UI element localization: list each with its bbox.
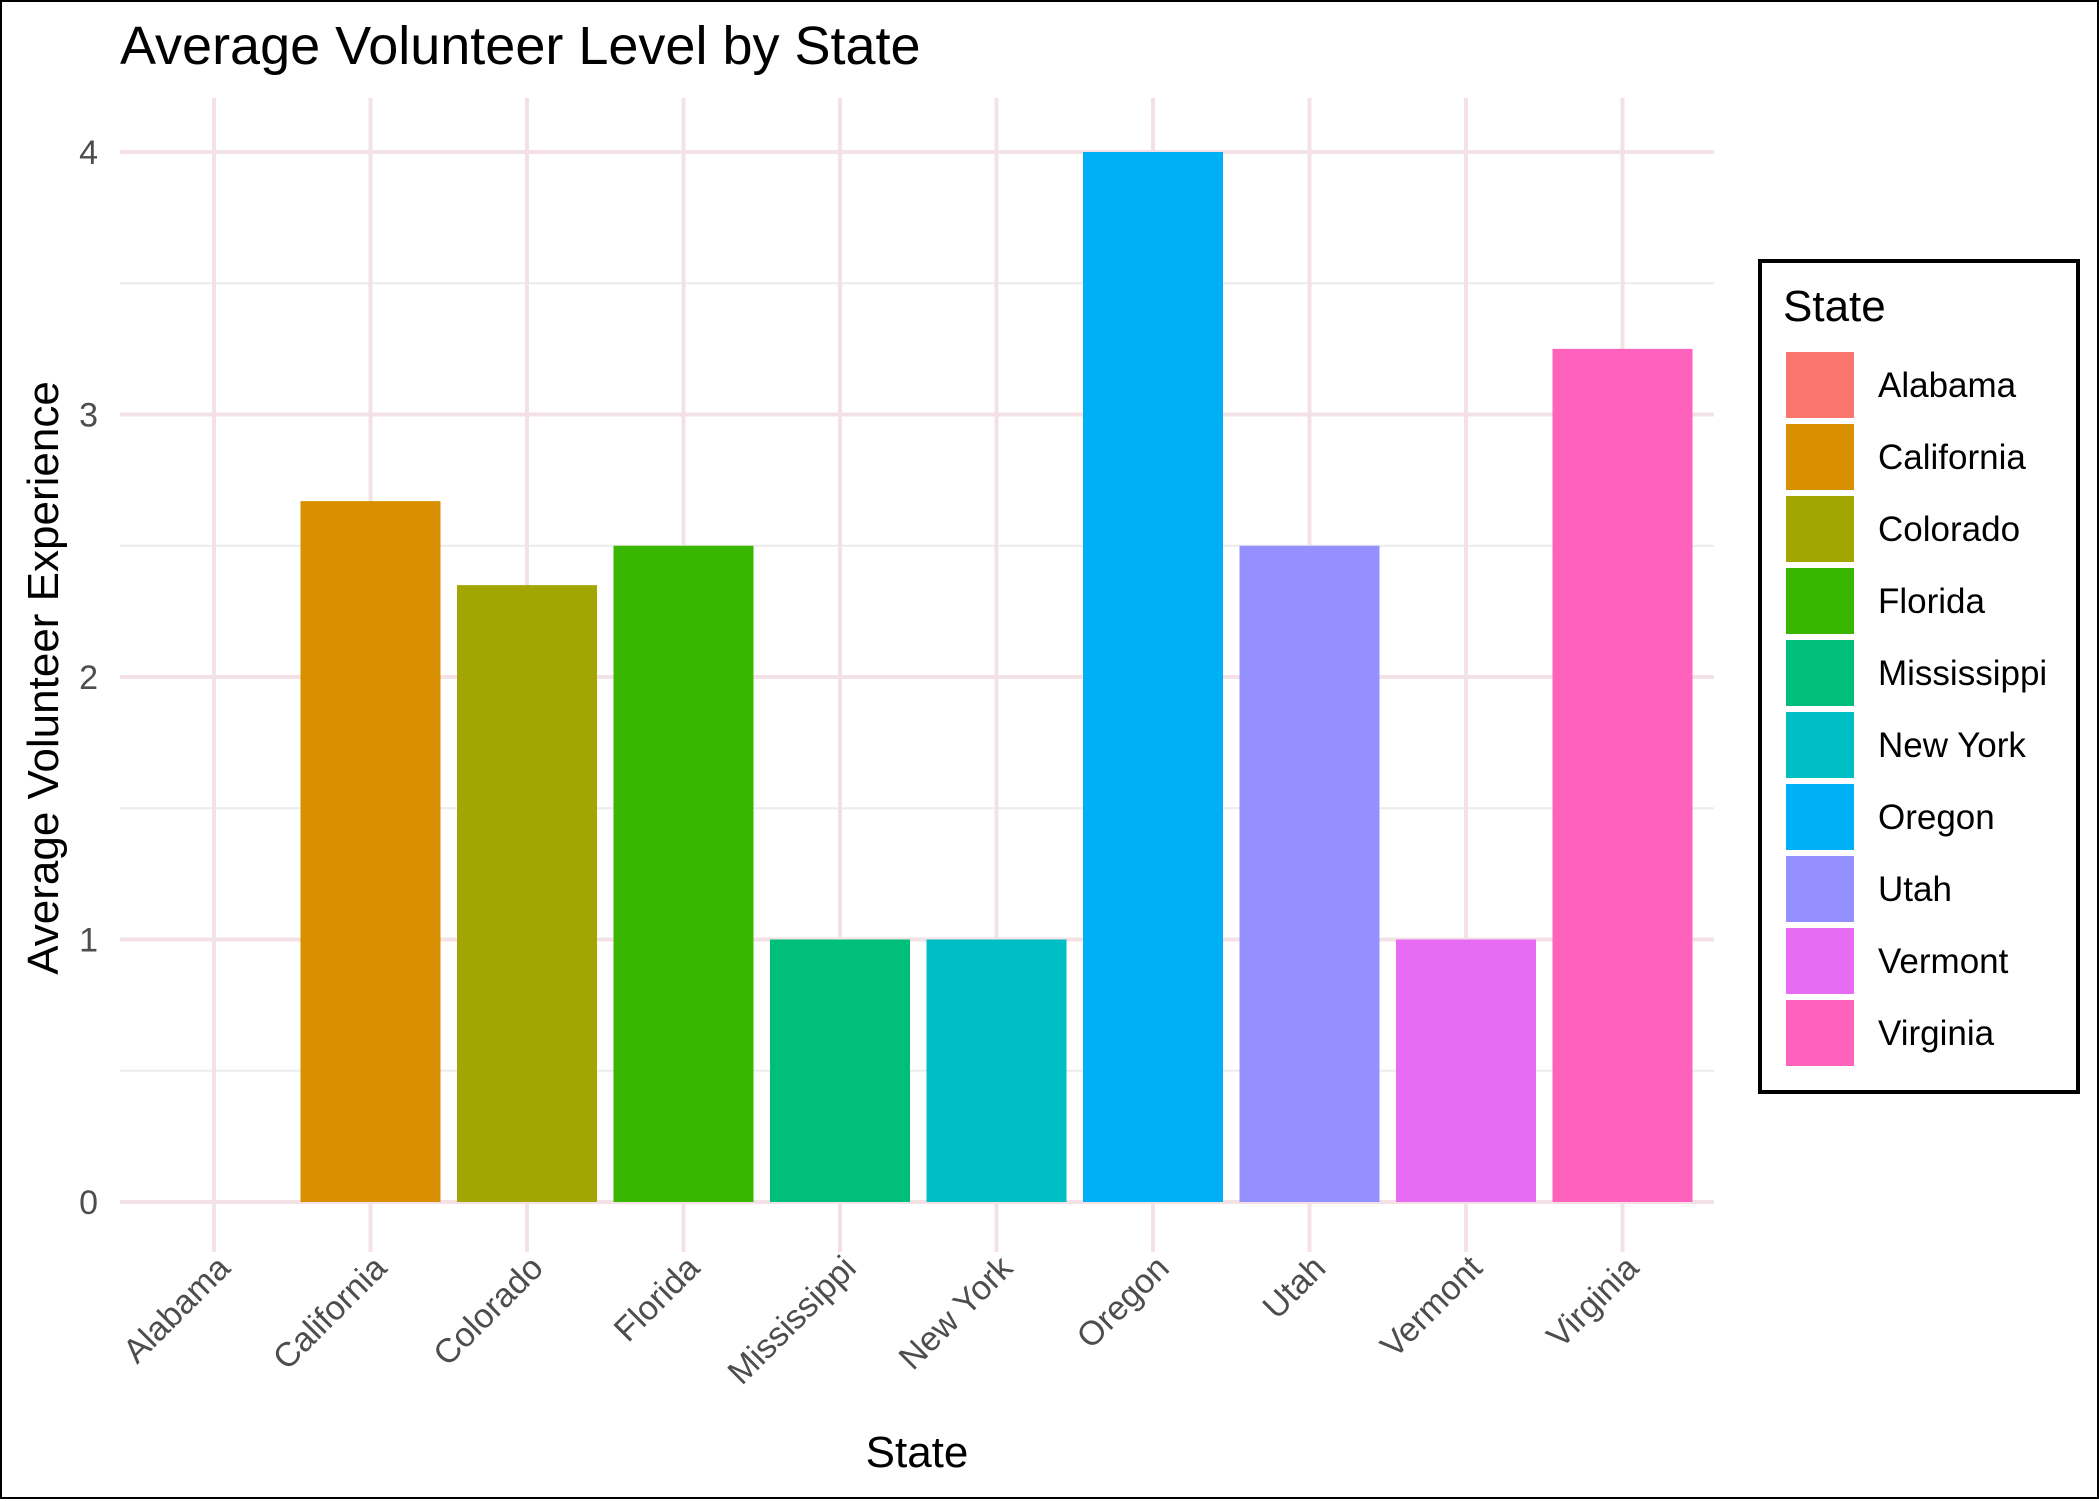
x-tick-label: Alabama bbox=[116, 1249, 238, 1371]
legend-label: New York bbox=[1878, 726, 2026, 765]
legend-title: State bbox=[1783, 282, 1886, 331]
y-tick-label: 0 bbox=[79, 1184, 98, 1222]
y-axis-ticks: 0 1 2 3 4 bbox=[79, 134, 98, 1222]
bar-virginia bbox=[1552, 348, 1693, 1202]
bar-oregon bbox=[1083, 152, 1223, 1202]
legend-label: Alabama bbox=[1878, 366, 2017, 405]
bars bbox=[300, 152, 1693, 1202]
x-tick-label: Oregon bbox=[1070, 1249, 1177, 1356]
legend-key bbox=[1786, 856, 1854, 922]
legend-label: California bbox=[1878, 438, 2026, 477]
x-tick-label: Virginia bbox=[1540, 1249, 1647, 1356]
legend-items: Alabama California Colorado Florida Mississi… bbox=[1786, 352, 2047, 1066]
bar-florida bbox=[613, 545, 754, 1202]
legend-key bbox=[1786, 568, 1854, 634]
y-tick-label: 2 bbox=[79, 659, 98, 697]
legend-key bbox=[1786, 352, 1854, 418]
x-tick-label: Mississippi bbox=[721, 1249, 864, 1392]
y-tick-label: 4 bbox=[79, 134, 98, 172]
bar-colorado bbox=[457, 585, 597, 1202]
legend-key bbox=[1786, 640, 1854, 706]
legend-label: Florida bbox=[1878, 582, 1986, 621]
y-tick-label: 3 bbox=[79, 397, 98, 435]
legend-key bbox=[1786, 928, 1854, 994]
legend: State Alabama California Colorado Florida Mi… bbox=[1758, 259, 2080, 1094]
y-axis-title: Average Volunteer Experience bbox=[19, 381, 68, 975]
legend-key bbox=[1786, 424, 1854, 490]
x-tick-label: Utah bbox=[1255, 1249, 1333, 1327]
x-tick-label: Florida bbox=[607, 1249, 707, 1349]
legend-label: Virginia bbox=[1878, 1014, 1995, 1053]
legend-label: Utah bbox=[1878, 870, 1952, 909]
x-axis-ticks: Alabama California Colorado Florida Mississi… bbox=[116, 1248, 1646, 1392]
x-tick-label: Vermont bbox=[1373, 1248, 1490, 1365]
bar-utah bbox=[1239, 545, 1380, 1202]
x-axis-title: State bbox=[866, 1428, 969, 1477]
bar-mississippi bbox=[770, 939, 910, 1202]
x-tick-label: Colorado bbox=[426, 1249, 550, 1373]
legend-key bbox=[1786, 1000, 1854, 1066]
y-tick-label: 1 bbox=[79, 922, 98, 960]
legend-label: Colorado bbox=[1878, 510, 2020, 549]
x-tick-label: California bbox=[266, 1249, 394, 1377]
legend-key bbox=[1786, 496, 1854, 562]
legend-label: Mississippi bbox=[1878, 654, 2047, 693]
legend-label: Oregon bbox=[1878, 798, 1995, 837]
legend-key bbox=[1786, 712, 1854, 778]
bar-vermont bbox=[1396, 939, 1536, 1202]
bar-new-york bbox=[926, 939, 1067, 1202]
legend-label: Vermont bbox=[1878, 942, 2009, 981]
bar-california bbox=[300, 501, 441, 1202]
chart-title: Average Volunteer Level by State bbox=[120, 16, 921, 76]
legend-key bbox=[1786, 784, 1854, 850]
x-tick-label: New York bbox=[892, 1248, 1021, 1377]
